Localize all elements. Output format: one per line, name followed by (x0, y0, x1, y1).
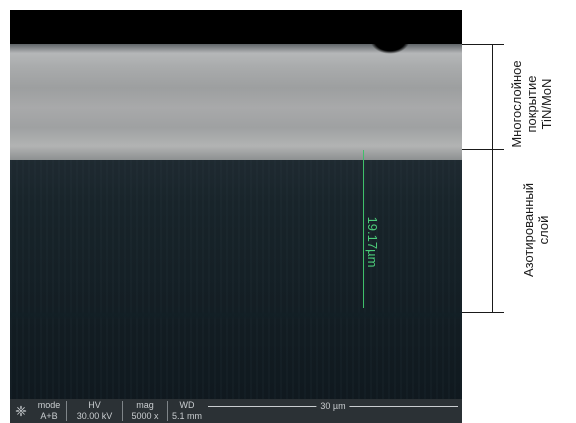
hv-key: HV (88, 400, 101, 410)
coating-annotation-line2: покрытие (524, 75, 539, 133)
coating-annotation-line1: Многослойное (509, 60, 524, 148)
hv-value: 30.00 kV (76, 411, 113, 421)
scale-bar: 30 µm (208, 401, 458, 411)
mag-key: mag (136, 400, 154, 410)
nitrided-bracket-bottom (462, 312, 504, 313)
scale-bar-label: 30 µm (316, 401, 350, 411)
mag-field: mag 5000 x (123, 400, 167, 422)
measurement-line (363, 150, 364, 308)
mode-key: mode (37, 400, 61, 410)
coating-bracket-bottom (462, 149, 504, 150)
separator (122, 401, 123, 421)
mag-value: 5000 x (131, 411, 159, 421)
nitrided-annotation: Азотированный слой (521, 170, 555, 290)
sem-info-bar: ❈ mode A+B HV 30.00 kV mag 5000 x WD 5.1… (10, 399, 462, 423)
nitrided-annotation-line2: слой (536, 215, 551, 245)
wd-value: 5.1 mm (171, 411, 202, 421)
mode-value: A+B (40, 411, 58, 421)
coating-annotation: Многослойное покрытие TiN/MoN (509, 49, 557, 159)
wd-key: WD (179, 400, 195, 410)
logo-icon: ❈ (15, 403, 27, 419)
nitrided-bracket-vertical (492, 149, 493, 312)
separator (66, 401, 67, 421)
coating-bracket-top (462, 44, 504, 45)
measurement-label: 19.17µm (365, 216, 380, 268)
coating-layer (10, 44, 462, 160)
coating-annotation-line3: TiN/MoN (539, 78, 554, 130)
sem-micrograph: 19.17µm ❈ mode A+B HV 30.00 kV mag 5000 … (10, 10, 462, 423)
mode-field: mode A+B (34, 400, 64, 422)
nitrided-layer (10, 160, 462, 410)
hv-field: HV 30.00 kV (67, 400, 122, 422)
nitrided-annotation-line1: Азотированный (521, 182, 536, 278)
coating-bracket-vertical (492, 44, 493, 149)
wd-field: WD 5.1 mm (168, 400, 206, 422)
top-background (10, 10, 462, 44)
layer-interface (10, 310, 462, 320)
separator (167, 401, 168, 421)
coating-notch (370, 40, 410, 54)
